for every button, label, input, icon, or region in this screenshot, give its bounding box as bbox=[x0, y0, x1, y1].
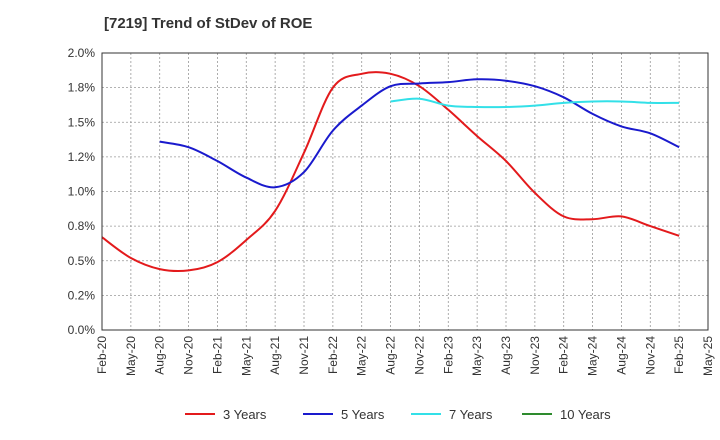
legend-label-7-years: 7 Years bbox=[449, 407, 493, 422]
x-tick-label: Aug-22 bbox=[384, 336, 398, 375]
x-tick-label: Feb-21 bbox=[210, 336, 224, 374]
x-tick-label: Aug-21 bbox=[268, 336, 282, 375]
series-line-3-years bbox=[101, 71, 680, 273]
x-tick-label: Nov-21 bbox=[297, 336, 311, 375]
series-line-7-years bbox=[390, 97, 680, 109]
plot-frame bbox=[101, 52, 709, 331]
x-tick-label: Nov-24 bbox=[643, 336, 657, 375]
y-tick-label: 1.2% bbox=[68, 150, 96, 164]
y-tick-label: 0.2% bbox=[68, 288, 96, 302]
y-axis-ticks: 0.0% 0.2% 0.5% 0.8% 1.0% 1.2% 1.5% 1.8% 2.0% bbox=[68, 46, 96, 337]
legend-label-3-years: 3 Years bbox=[223, 407, 267, 422]
legend-label-10-years: 10 Years bbox=[560, 407, 611, 422]
x-tick-label: Aug-20 bbox=[153, 336, 167, 375]
x-tick-label: May-25 bbox=[701, 336, 715, 376]
x-tick-label: Aug-24 bbox=[614, 336, 628, 375]
y-tick-label: 0.0% bbox=[68, 323, 96, 337]
x-tick-label: Nov-20 bbox=[182, 336, 196, 375]
legend: 3 Years 5 Years 7 Years 10 Years bbox=[185, 407, 611, 422]
x-tick-label: Aug-23 bbox=[499, 336, 513, 375]
x-tick-label: May-22 bbox=[355, 336, 369, 376]
y-tick-label: 1.8% bbox=[68, 81, 96, 95]
y-tick-label: 1.0% bbox=[68, 185, 96, 199]
x-tick-label: Feb-24 bbox=[557, 336, 571, 374]
x-tick-label: May-21 bbox=[239, 336, 253, 376]
y-tick-label: 0.5% bbox=[68, 254, 96, 268]
series-line-5-years bbox=[159, 78, 680, 189]
series-lines bbox=[101, 71, 680, 273]
x-tick-label: May-20 bbox=[124, 336, 138, 376]
y-tick-label: 0.8% bbox=[68, 219, 96, 233]
chart-title: [7219] Trend of StDev of ROE bbox=[104, 15, 312, 32]
x-tick-label: Nov-22 bbox=[412, 336, 426, 375]
x-tick-label: Feb-20 bbox=[95, 336, 109, 374]
x-tick-label: Feb-23 bbox=[441, 336, 455, 374]
x-tick-label: Feb-22 bbox=[326, 336, 340, 374]
x-tick-label: Feb-25 bbox=[672, 336, 686, 374]
x-tick-label: Nov-23 bbox=[528, 336, 542, 375]
grid bbox=[102, 53, 708, 330]
x-tick-label: May-24 bbox=[586, 336, 600, 376]
x-axis-ticks: Feb-20 May-20 Aug-20 Nov-20 Feb-21 May-21 Aug-… bbox=[95, 336, 715, 376]
y-tick-label: 1.5% bbox=[68, 115, 96, 129]
legend-label-5-years: 5 Years bbox=[341, 407, 385, 422]
y-tick-label: 2.0% bbox=[68, 46, 96, 60]
x-tick-label: May-23 bbox=[470, 336, 484, 376]
